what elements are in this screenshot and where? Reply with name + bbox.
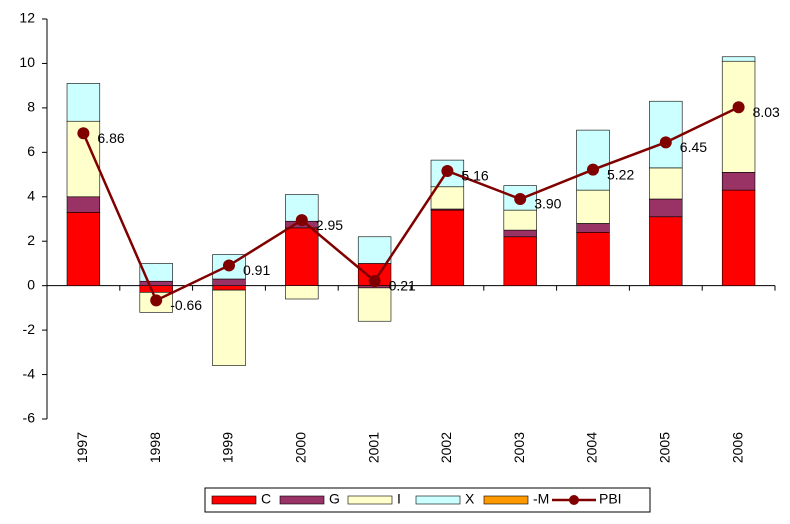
bar [721,60,756,173]
bar [721,172,756,191]
data-label: 2.95 [316,217,343,233]
legend-label: G [329,491,340,507]
bar [649,167,683,200]
bar [576,189,610,224]
data-label: 6.86 [97,130,124,146]
bar [576,223,610,233]
x-tick-label: 1999 [220,432,236,463]
bar [721,56,756,62]
bar [576,129,610,191]
bar [721,189,756,286]
x-tick-label: 2002 [438,432,454,463]
bar [212,289,246,366]
bar [139,285,173,293]
y-tick-label: -6 [23,410,36,426]
x-tick-label: 2004 [584,432,600,463]
data-label: 5.16 [461,168,488,184]
x-tick-label: 2005 [657,432,673,463]
bar [212,278,246,286]
x-tick-label: 1998 [147,432,163,463]
legend-swatch [211,495,257,505]
data-label: 6.45 [680,139,707,155]
marker [295,214,308,227]
marker [77,127,90,140]
data-label: 5.22 [607,166,634,182]
y-tick-label: -2 [23,321,36,337]
line [82,106,740,303]
x-tick-label: 2003 [511,432,527,463]
legend-label: C [261,491,271,507]
x-tick-label: 1997 [74,432,90,463]
legend-swatch [415,495,461,505]
data-label: 3.90 [534,196,561,212]
legend-label: PBI [599,491,622,507]
y-tick-label: 4 [27,187,35,203]
bar [66,196,101,213]
marker [587,163,599,176]
marker [441,165,454,177]
marker [150,294,163,307]
x-tick-label: 2001 [365,432,381,463]
data-label: 0.21 [389,278,416,294]
y-tick-label: 8 [27,99,35,115]
y-tick-label: 12 [19,10,35,26]
bar [139,263,173,282]
bar [649,216,683,286]
bar [503,209,537,231]
marker [659,136,672,149]
bar [212,285,246,291]
x-tick-label: 2006 [729,432,745,463]
bar [285,285,319,300]
legend-swatch [279,495,325,505]
bar [430,209,465,286]
y-tick-label: 10 [19,54,35,70]
bar [649,198,683,218]
data-label: 8.03 [753,104,780,120]
marker [732,101,745,114]
data-label: -0.66 [170,297,202,313]
bar [503,236,537,286]
y-tick-label: -4 [23,365,36,381]
y-tick-label: 0 [27,276,35,292]
x-tick-label: 2000 [293,432,309,463]
bar [139,280,173,286]
bar [576,232,610,286]
marker [223,259,235,272]
bar [66,212,101,286]
bar [357,236,392,264]
bar [649,100,683,169]
bar [66,83,101,122]
bar [357,287,392,322]
marker [368,275,381,287]
legend-marker [569,495,579,505]
legend-label: I [397,491,401,507]
legend-label: -M [533,491,549,507]
legend-swatch [483,495,529,505]
y-tick-label: 2 [27,232,35,248]
marker [514,193,527,205]
legend-swatch [347,495,393,505]
bar [285,227,319,286]
legend-label: X [465,491,475,507]
bar [503,229,537,238]
data-label: 0.91 [243,262,270,278]
y-tick-label: 6 [27,143,35,159]
